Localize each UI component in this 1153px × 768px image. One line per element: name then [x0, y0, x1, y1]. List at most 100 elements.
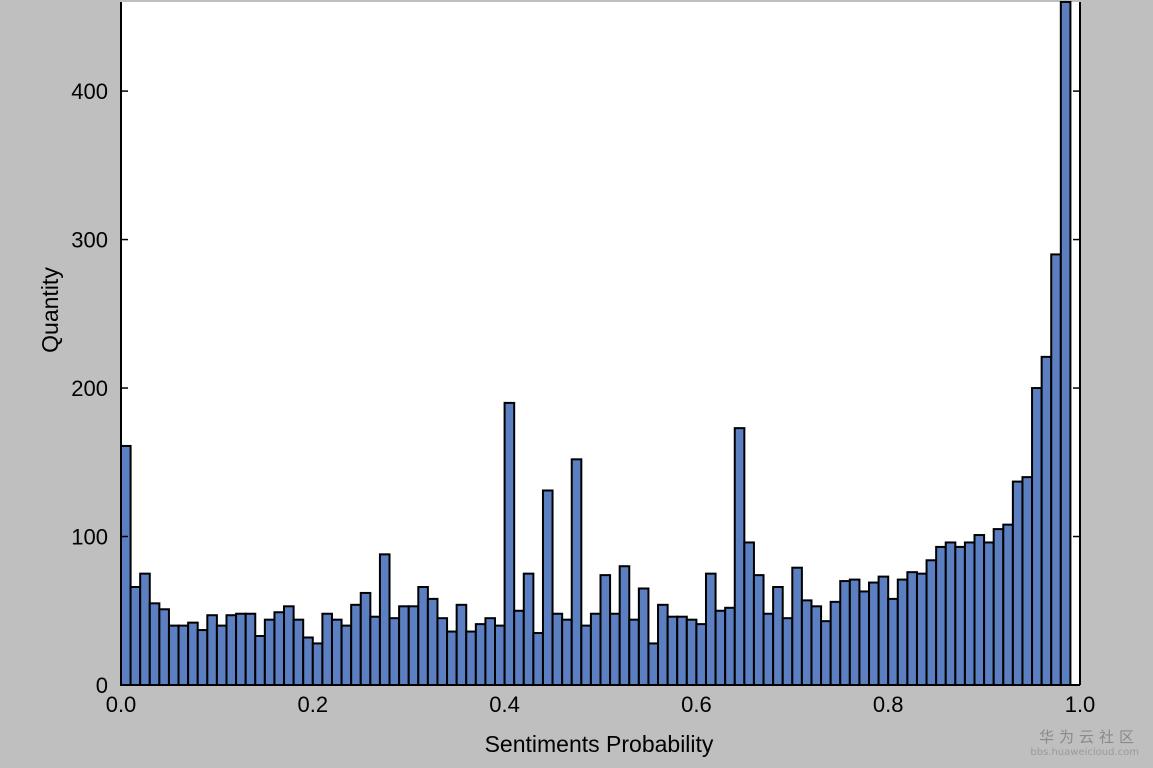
histogram-bar: [522, 572, 535, 686]
histogram-bar: [1011, 480, 1024, 686]
histogram-bar: [551, 612, 564, 686]
histogram-bar: [609, 612, 621, 686]
histogram-bar: [225, 614, 238, 686]
histogram-bar: [369, 615, 381, 687]
histogram-bar: [1021, 476, 1034, 686]
histogram-bar: [215, 624, 228, 687]
histogram-bar: [129, 586, 142, 686]
histogram-bar: [848, 578, 861, 687]
histogram-bar: [321, 612, 333, 686]
histogram-bar: [484, 617, 497, 686]
histogram-bar: [359, 591, 372, 686]
histogram-bar: [992, 528, 1005, 687]
histogram-bar: [235, 612, 247, 686]
histogram-bar: [973, 534, 986, 686]
histogram-bar: [896, 578, 909, 687]
histogram-bar: [704, 572, 717, 686]
histogram-bar: [206, 614, 218, 686]
histogram-bar: [407, 605, 420, 686]
histogram-bar: [791, 566, 803, 686]
x-tick-label: 0.8: [873, 692, 904, 717]
x-tick-label: 1.0: [1065, 692, 1096, 717]
histogram-bar: [541, 489, 554, 686]
axes-group: [120, 2, 1081, 686]
histogram-bar: [589, 612, 602, 686]
y-tick-label: 0: [96, 673, 108, 698]
histogram-bar: [503, 401, 516, 686]
histogram-bar: [925, 559, 938, 686]
bars-group: [120, 1, 1072, 687]
histogram-bar: [494, 624, 506, 687]
histogram-bar: [676, 615, 688, 687]
histogram-bar: [426, 597, 439, 687]
histogram-bar: [292, 618, 305, 686]
histogram-bar: [915, 572, 928, 686]
histogram-bar: [752, 574, 765, 687]
histogram-bar: [244, 612, 257, 686]
histogram-bar: [311, 642, 324, 686]
histogram-bar: [177, 624, 190, 687]
histogram-bar: [120, 444, 132, 687]
x-tick-label: 0.0: [106, 692, 137, 717]
histogram-bar: [139, 572, 151, 686]
x-axis-title: Sentiments Probability: [485, 731, 714, 757]
histogram-bar: [685, 618, 698, 686]
histogram-bar: [302, 636, 314, 686]
histogram-bar: [781, 617, 794, 686]
histogram-bar: [350, 603, 362, 686]
histogram-bar: [446, 630, 458, 687]
histogram-bar: [167, 624, 180, 687]
histogram-bar: [762, 612, 775, 686]
histogram-bar: [810, 605, 823, 686]
histogram-bar: [196, 629, 209, 687]
histogram-bar: [800, 599, 813, 686]
histogram-bar: [330, 618, 343, 686]
histogram-bar: [618, 565, 631, 687]
histogram-bar: [417, 586, 429, 686]
y-tick-label: 200: [71, 376, 108, 401]
watermark-main: 华为云社区: [1038, 728, 1139, 746]
histogram-bar: [868, 581, 880, 686]
x-tick-label: 0.2: [298, 692, 329, 717]
histogram-bar: [657, 603, 669, 686]
histogram-bar: [714, 609, 727, 686]
histogram-bar: [570, 458, 583, 686]
histogram-bar: [772, 586, 784, 686]
histogram-bar: [561, 618, 573, 686]
histogram-bar: [954, 545, 966, 686]
histogram-bar: [724, 606, 736, 687]
histogram-bar: [283, 605, 295, 686]
histogram-bar: [1040, 355, 1053, 686]
histogram-bar: [1002, 523, 1014, 687]
histogram-bar: [1059, 1, 1072, 686]
histogram-bar: [887, 597, 899, 687]
histogram-bar: [378, 553, 391, 686]
histogram-bar: [599, 574, 612, 687]
histogram-bar: [273, 611, 286, 687]
histogram-bar: [743, 541, 755, 686]
histogram-bar: [436, 617, 449, 686]
histogram-bar: [733, 427, 746, 686]
histogram-bar: [532, 632, 544, 686]
histogram-bar: [455, 603, 468, 686]
histogram-bar: [254, 635, 266, 687]
histogram-bar: [829, 600, 842, 686]
histogram-bar: [513, 609, 525, 686]
ticks-group: 0.0 0.2 0.4 0.6 0.8 1.0 0 100 200 300 400: [71, 79, 1095, 717]
histogram-bar: [935, 545, 947, 686]
histogram-bar: [340, 624, 353, 687]
histogram-bar: [398, 605, 410, 686]
histogram-bar: [877, 575, 890, 686]
histogram-bar: [148, 602, 161, 687]
histogram-bar: [1050, 253, 1062, 686]
histogram-bar: [388, 617, 401, 686]
histogram-bar: [1031, 387, 1043, 686]
y-axis-title: Quantity: [37, 267, 63, 353]
histogram-bar: [628, 618, 640, 686]
histogram-bar: [963, 541, 976, 686]
histogram-bar: [944, 541, 957, 686]
histogram-bar: [983, 541, 995, 686]
x-tick-label: 0.6: [681, 692, 712, 717]
